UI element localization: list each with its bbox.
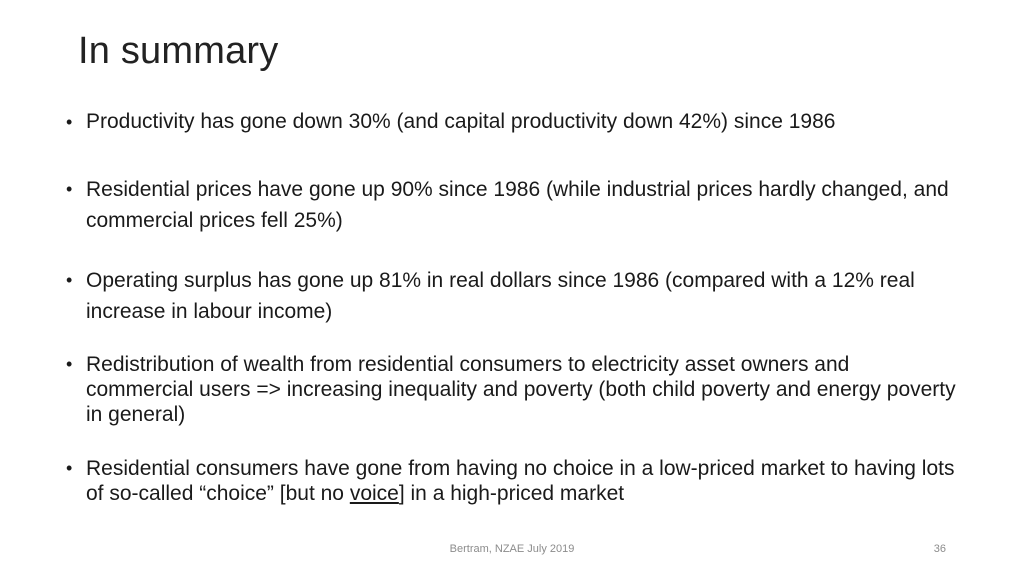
slide-title: In summary — [78, 30, 279, 72]
bullet-text: Redistribution of wealth from residentia… — [86, 353, 956, 426]
underlined-word: voice — [349, 482, 399, 505]
bullet-item: • Productivity has gone down 30% (and ca… — [66, 108, 956, 136]
bullet-text: Residential prices have gone up 90% sinc… — [86, 178, 949, 232]
bullet-dot: • — [66, 354, 73, 374]
bullet-item: • Residential consumers have gone from h… — [66, 456, 956, 506]
bullet-item: • Residential prices have gone up 90% si… — [66, 174, 956, 236]
bullet-text-before: Residential consumers have gone from hav… — [86, 457, 955, 505]
bullet-dot: • — [66, 270, 73, 290]
bullet-text-after: ] in a high-priced market — [398, 482, 625, 505]
bullet-text: Residential consumers have gone from hav… — [86, 456, 956, 506]
bullet-dot: • — [66, 112, 73, 132]
bullet-text: Operating surplus has gone up 81% in rea… — [86, 269, 915, 323]
bullet-dot: • — [66, 458, 73, 478]
bullet-dot: • — [66, 179, 73, 199]
bullet-item: • Operating surplus has gone up 81% in r… — [66, 265, 956, 327]
bullet-text: Productivity has gone down 30% (and capi… — [86, 110, 836, 133]
bullet-item: • Redistribution of wealth from resident… — [66, 352, 956, 427]
slide-footer: Bertram, NZAE July 2019 — [449, 543, 575, 555]
page-number: 36 — [933, 543, 946, 555]
